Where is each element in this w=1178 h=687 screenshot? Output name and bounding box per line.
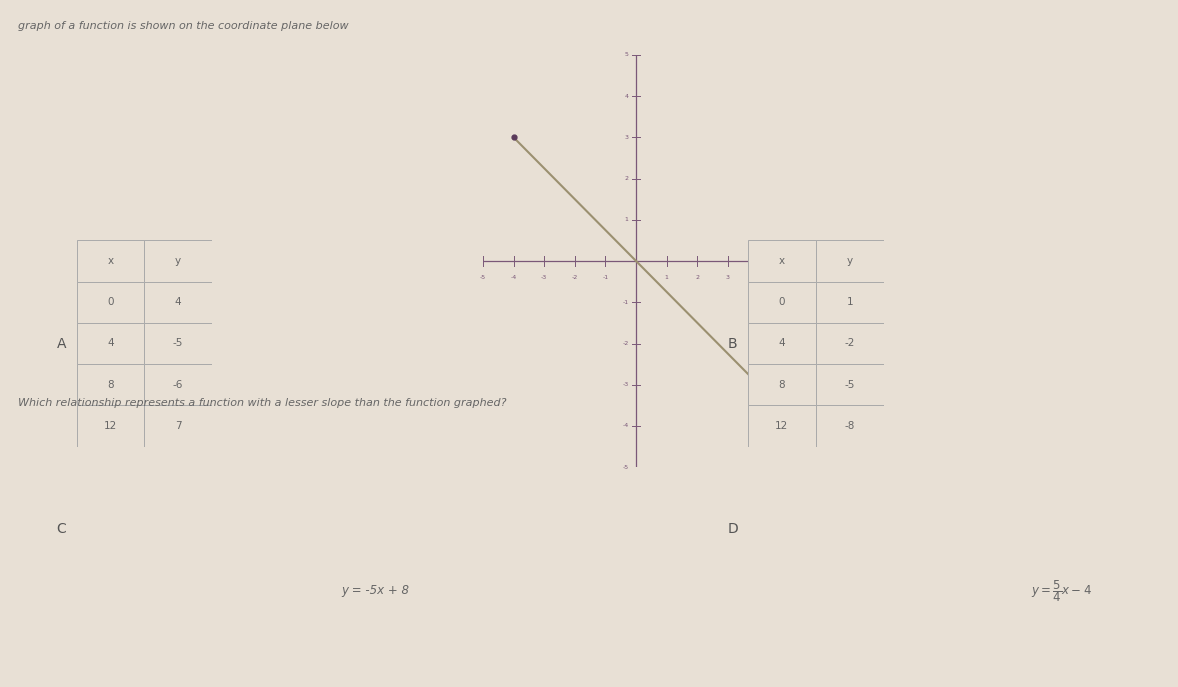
Text: y: y: [847, 256, 853, 266]
FancyBboxPatch shape: [815, 240, 884, 282]
Text: -5: -5: [845, 380, 855, 390]
Text: -1: -1: [602, 275, 609, 280]
Text: 4: 4: [174, 297, 181, 307]
Text: 1: 1: [664, 275, 669, 280]
Text: -5: -5: [622, 464, 628, 470]
Text: y = -5x + 8: y = -5x + 8: [342, 585, 410, 597]
Text: 4: 4: [624, 93, 628, 99]
FancyBboxPatch shape: [815, 282, 884, 323]
Text: 3: 3: [726, 275, 730, 280]
FancyBboxPatch shape: [144, 282, 212, 323]
Text: Which relationship represents a function with a lesser slope than the function g: Which relationship represents a function…: [18, 398, 507, 409]
Text: 3: 3: [624, 135, 628, 140]
Text: -3: -3: [541, 275, 548, 280]
Text: 0: 0: [779, 297, 786, 307]
Text: -2: -2: [622, 341, 628, 346]
Text: A: A: [57, 337, 66, 350]
FancyBboxPatch shape: [748, 405, 815, 447]
Text: 12: 12: [775, 421, 788, 431]
Text: -3: -3: [622, 382, 628, 387]
Text: C: C: [57, 522, 66, 536]
Text: 2: 2: [624, 176, 628, 181]
FancyBboxPatch shape: [77, 323, 144, 364]
FancyBboxPatch shape: [748, 323, 815, 364]
Text: -6: -6: [173, 380, 184, 390]
Text: 1: 1: [624, 217, 628, 223]
Text: -4: -4: [622, 423, 628, 429]
Text: 4: 4: [779, 339, 786, 348]
Text: 0: 0: [107, 297, 114, 307]
Text: x: x: [107, 256, 113, 266]
FancyBboxPatch shape: [748, 282, 815, 323]
FancyBboxPatch shape: [815, 364, 884, 405]
Text: D: D: [728, 522, 739, 536]
Text: -4: -4: [510, 275, 517, 280]
Text: 5: 5: [787, 275, 792, 280]
Text: B: B: [728, 337, 737, 350]
Text: 12: 12: [104, 421, 117, 431]
FancyBboxPatch shape: [748, 240, 815, 282]
Text: -1: -1: [622, 300, 628, 305]
Text: graph of a function is shown on the coordinate plane below: graph of a function is shown on the coor…: [18, 21, 349, 31]
FancyBboxPatch shape: [144, 240, 212, 282]
FancyBboxPatch shape: [144, 323, 212, 364]
Text: 4: 4: [756, 275, 761, 280]
Text: $y = \dfrac{5}{4}x - 4$: $y = \dfrac{5}{4}x - 4$: [1031, 578, 1092, 604]
Text: -5: -5: [173, 339, 184, 348]
FancyBboxPatch shape: [77, 282, 144, 323]
Text: x: x: [779, 256, 785, 266]
Text: 2: 2: [695, 275, 700, 280]
FancyBboxPatch shape: [748, 364, 815, 405]
FancyBboxPatch shape: [815, 323, 884, 364]
FancyBboxPatch shape: [815, 405, 884, 447]
Text: -2: -2: [845, 339, 855, 348]
FancyBboxPatch shape: [144, 364, 212, 405]
Text: -2: -2: [571, 275, 578, 280]
Text: 7: 7: [174, 421, 181, 431]
Text: 8: 8: [107, 380, 114, 390]
Text: 4: 4: [107, 339, 114, 348]
FancyBboxPatch shape: [144, 405, 212, 447]
FancyBboxPatch shape: [77, 240, 144, 282]
Text: 8: 8: [779, 380, 786, 390]
Text: y: y: [176, 256, 181, 266]
FancyBboxPatch shape: [77, 405, 144, 447]
Text: -5: -5: [479, 275, 487, 280]
Text: -8: -8: [845, 421, 855, 431]
FancyBboxPatch shape: [77, 364, 144, 405]
Text: 5: 5: [624, 52, 628, 58]
Text: 1: 1: [846, 297, 853, 307]
